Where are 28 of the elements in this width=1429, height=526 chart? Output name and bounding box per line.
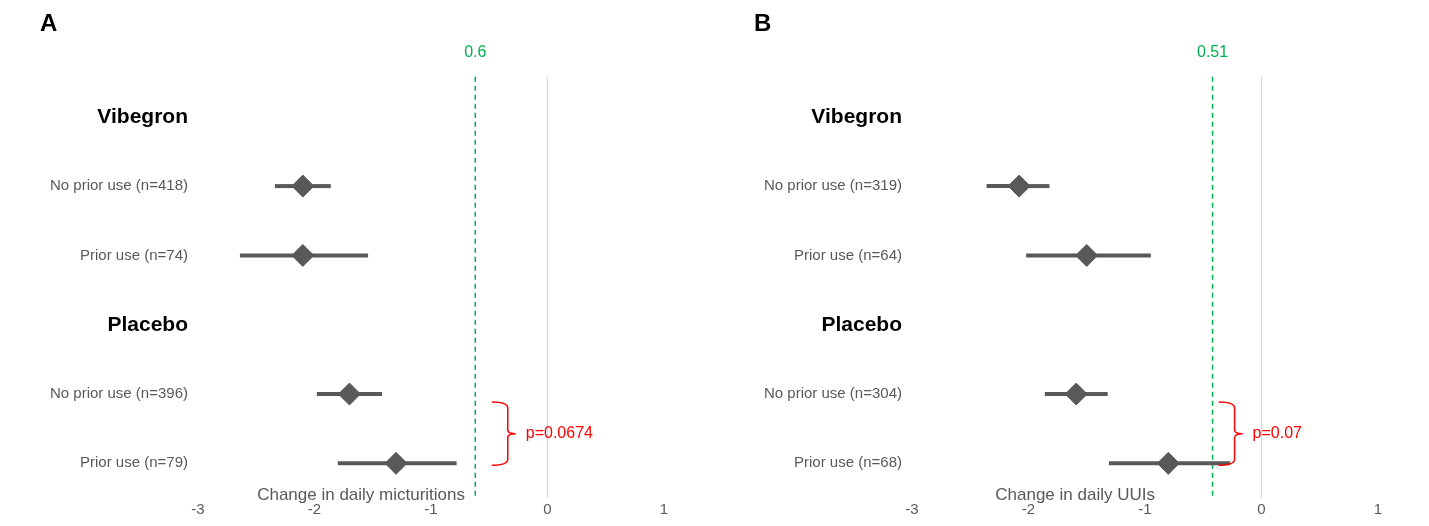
y-tick-label: No prior use (n=396) bbox=[49, 384, 188, 402]
y-tick-label: Vibegron bbox=[811, 103, 902, 127]
point bbox=[1156, 451, 1180, 475]
x-tick-label: 1 bbox=[1373, 500, 1383, 518]
y-tick-label: Placebo bbox=[107, 311, 188, 335]
x-tick-label: 1 bbox=[659, 500, 669, 518]
y-tick-label: Placebo bbox=[821, 311, 902, 335]
annotation: p=0.07 bbox=[1252, 423, 1302, 442]
point bbox=[1064, 382, 1088, 406]
x-tick-label: 0 bbox=[543, 500, 552, 518]
point bbox=[1007, 174, 1031, 198]
y-tick-label: Vibegron bbox=[97, 103, 188, 127]
chart-title: B bbox=[754, 9, 772, 37]
text: 0.6 bbox=[464, 43, 487, 61]
y-tick-label: No prior use (n=304) bbox=[763, 384, 902, 402]
y-tick-label: No prior use (n=418) bbox=[49, 176, 188, 194]
point bbox=[1075, 243, 1099, 267]
y-tick-label: Prior use (n=64) bbox=[794, 245, 902, 263]
y-tick-label: Prior use (n=68) bbox=[794, 453, 902, 471]
y-tick-label: No prior use (n=319) bbox=[763, 176, 902, 194]
text: 0.51 bbox=[1197, 43, 1229, 61]
x-tick-label: 0 bbox=[1257, 500, 1266, 518]
x-tick-label: -3 bbox=[191, 500, 205, 518]
y-tick-label: Prior use (n=74) bbox=[80, 245, 188, 263]
chart-title: A bbox=[40, 9, 58, 37]
annotation: p=0.0674 bbox=[525, 423, 593, 442]
x-tick-label: -3 bbox=[905, 500, 919, 518]
y-tick-label: Prior use (n=79) bbox=[80, 453, 188, 471]
